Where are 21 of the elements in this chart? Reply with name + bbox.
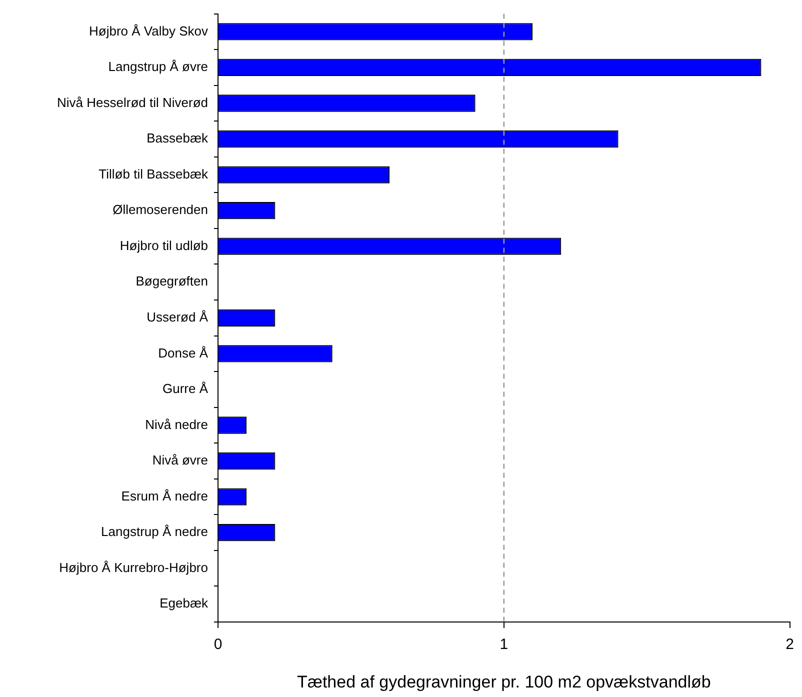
y-tick-label: Nivå øvre bbox=[152, 452, 208, 468]
y-tick-label: Højbro til udløb bbox=[120, 238, 208, 253]
y-tick-label: Nivå Hesselrød til Niverød bbox=[57, 94, 208, 110]
y-tick-label: Langstrup Å nedre bbox=[101, 524, 208, 540]
y-tick-label: Donse Å bbox=[158, 345, 208, 360]
y-tick-label: Højbro Å Kurrebro-Højbro bbox=[59, 560, 208, 575]
y-tick-label: Bøgegrøften bbox=[136, 274, 208, 289]
x-tick-label: 0 bbox=[214, 636, 222, 654]
y-tick-label: Bassebæk bbox=[146, 130, 208, 146]
y-tick-label: Esrum Å nedre bbox=[121, 488, 208, 504]
y-tick-label: Nivå nedre bbox=[145, 416, 208, 432]
x-tick-label: 1 bbox=[500, 636, 508, 654]
y-tick-label: Højbro Å Valby Skov bbox=[89, 23, 208, 38]
y-tick-label: Usserød Å bbox=[146, 309, 208, 324]
y-tick-label: Tilløb til Bassebæk bbox=[98, 166, 208, 182]
x-tick-label: 2 bbox=[786, 636, 794, 654]
x-axis-title: Tæthed af gydegravninger pr. 100 m2 opvækstvandløb bbox=[296, 672, 711, 692]
y-tick-label: Egebæk bbox=[160, 596, 208, 611]
y-tick-label: Øllemoserenden bbox=[112, 202, 208, 218]
y-tick-label: Gurre Å bbox=[162, 381, 208, 396]
y-tick-label: Langstrup Å øvre bbox=[108, 59, 208, 74]
